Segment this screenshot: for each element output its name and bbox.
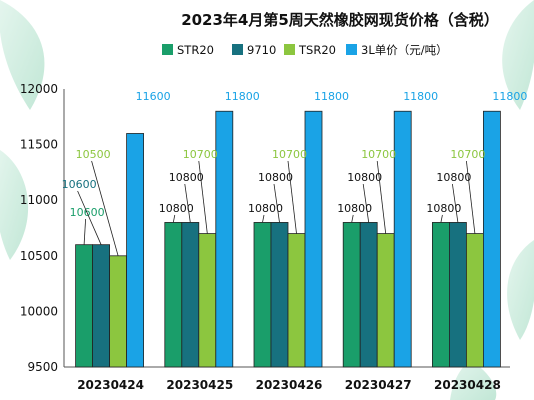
- x-tick-label-4: 20230428: [434, 378, 501, 392]
- bar-4-2: [465, 233, 484, 368]
- data-label-1-0: 10800: [159, 202, 194, 215]
- data-label-2-3: 11800: [314, 90, 349, 103]
- bars: [75, 110, 501, 368]
- legend-label-3: 3L单价（元/吨）: [361, 43, 448, 57]
- x-tick-label-0: 20230424: [77, 378, 144, 392]
- x-tick-label-1: 20230425: [166, 378, 233, 392]
- bar-0-0: [75, 244, 93, 368]
- y-tick-label-0: 9500: [27, 360, 58, 374]
- data-label-4-0: 10800: [426, 202, 461, 215]
- x-tick-label-3: 20230427: [345, 378, 412, 392]
- data-label-0-1: 10600: [62, 178, 97, 191]
- bar-4-1: [448, 222, 467, 368]
- bar-4-0: [431, 222, 450, 368]
- bar-3-1: [359, 222, 378, 368]
- legend-label-0: STR20: [177, 43, 214, 57]
- y-axis: 9500 10000 10500 11000 11500 12000: [20, 82, 65, 374]
- data-label-4-3: 11800: [492, 90, 527, 103]
- data-label-0-2: 10500: [76, 148, 111, 161]
- legend-swatch-1: [232, 44, 243, 55]
- bar-0-2: [109, 255, 127, 368]
- data-label-1-1: 10800: [169, 171, 204, 184]
- data-label-3-0: 10800: [337, 202, 372, 215]
- leader-line-9: [273, 183, 280, 223]
- data-labels: 1060010600105001160010800108001070011800…: [62, 90, 527, 256]
- bar-3-2: [376, 233, 395, 368]
- y-tick-label-1: 10000: [20, 304, 58, 318]
- legend-label-2: TSR20: [298, 43, 336, 57]
- data-label-3-1: 10800: [347, 171, 382, 184]
- leader-line-1: [77, 190, 102, 245]
- data-label-2-1: 10800: [258, 171, 293, 184]
- bar-1-3: [215, 110, 234, 368]
- leader-line-17: [452, 183, 459, 223]
- data-label-1-3: 11800: [225, 90, 260, 103]
- leader-line-5: [184, 183, 191, 223]
- data-label-3-3: 11800: [403, 90, 438, 103]
- leader-line-18: [466, 160, 476, 234]
- legend-swatch-3: [346, 44, 357, 55]
- bar-2-3: [304, 110, 323, 368]
- chart-title: 2023年4月第5周天然橡胶网现货价格（含税）: [181, 11, 499, 29]
- bar-0-1: [92, 244, 110, 368]
- leader-line-14: [376, 160, 387, 234]
- leader-line-13: [362, 183, 370, 223]
- data-label-2-0: 10800: [248, 202, 283, 215]
- bar-1-0: [164, 222, 183, 368]
- x-tick-label-2: 20230426: [256, 378, 323, 392]
- bar-0-3: [126, 133, 144, 368]
- bar-3-3: [393, 110, 412, 368]
- y-tick-label-3: 11000: [20, 193, 58, 207]
- leader-line-4: [172, 214, 176, 223]
- legend-swatch-0: [162, 44, 173, 55]
- y-tick-label-2: 10500: [20, 249, 58, 263]
- legend: STR20 9710 TSR20 3L单价（元/吨）: [162, 43, 448, 57]
- data-label-2-2: 10700: [272, 148, 307, 161]
- leader-line-12: [351, 214, 354, 223]
- bar-1-1: [181, 222, 200, 368]
- data-label-0-3: 11600: [136, 90, 171, 103]
- legend-label-1: 9710: [247, 43, 276, 57]
- bar-3-0: [342, 222, 361, 368]
- bar-1-2: [198, 233, 217, 368]
- data-label-4-1: 10800: [436, 171, 471, 184]
- leader-line-10: [287, 160, 297, 234]
- bar-2-2: [287, 233, 306, 368]
- data-label-4-2: 10700: [450, 148, 485, 161]
- data-label-1-2: 10700: [183, 148, 218, 161]
- leader-line-8: [262, 214, 265, 223]
- leader-line-16: [440, 214, 443, 223]
- bar-4-3: [482, 110, 501, 368]
- legend-swatch-2: [284, 44, 295, 55]
- leader-line-6: [198, 160, 208, 234]
- x-axis: 20230424 20230425 20230426 20230427 20230428: [64, 366, 510, 392]
- data-label-3-2: 10700: [361, 148, 396, 161]
- y-tick-label-4: 11500: [20, 138, 58, 152]
- leader-line-2: [91, 160, 119, 256]
- bar-2-1: [270, 222, 289, 368]
- leader-line-0: [83, 218, 86, 245]
- y-tick-label-5: 12000: [20, 82, 58, 96]
- bar-2-0: [253, 222, 272, 368]
